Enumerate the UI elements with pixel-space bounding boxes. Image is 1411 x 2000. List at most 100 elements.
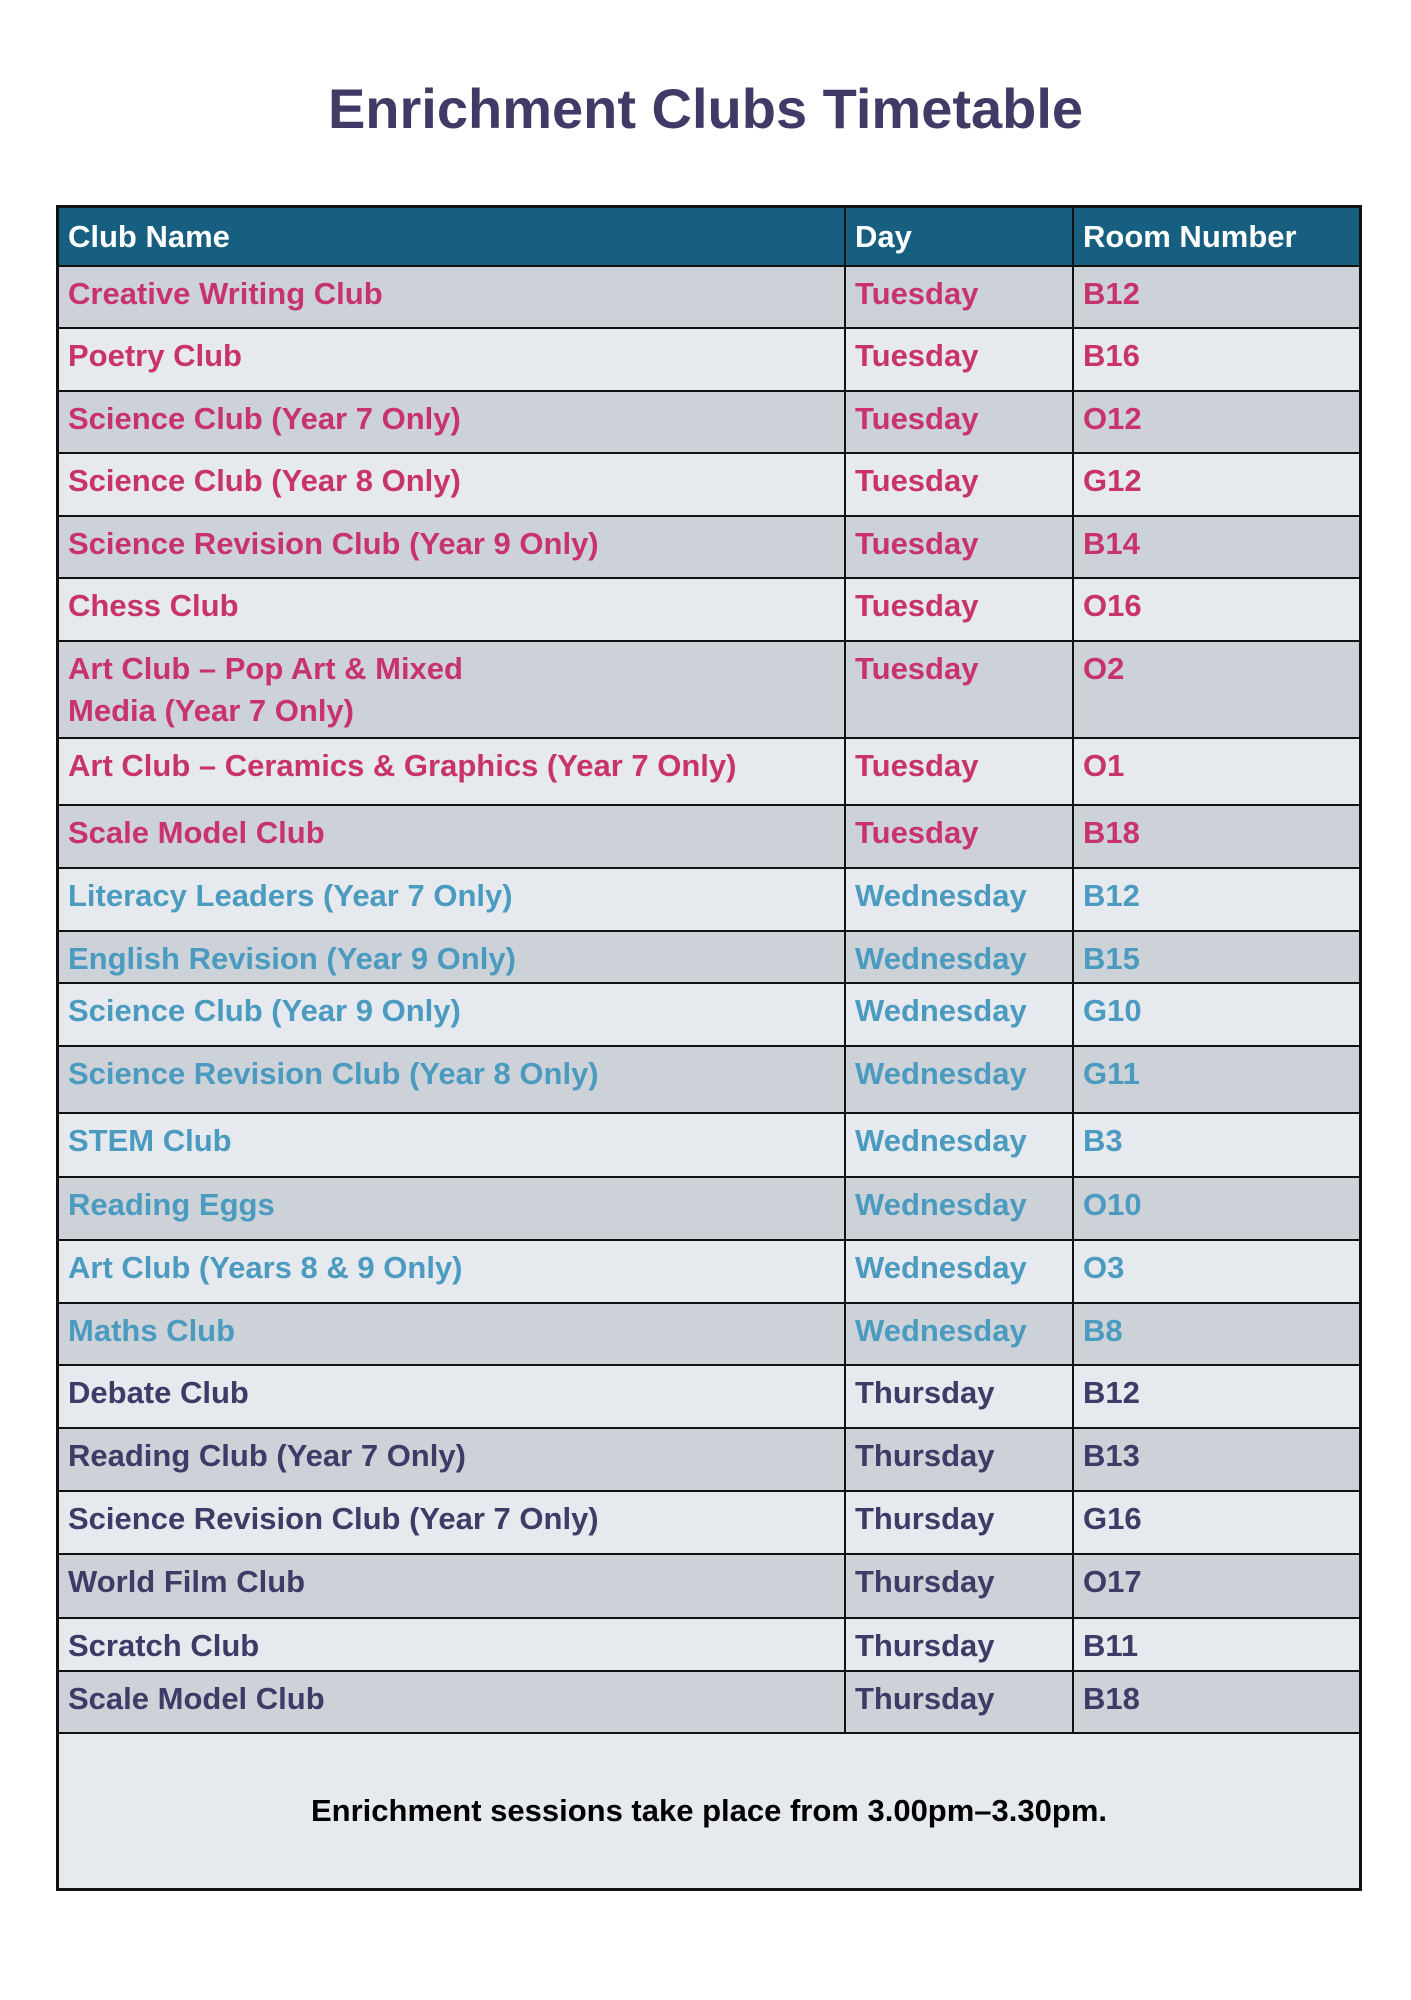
club-name-cell: STEM Club: [59, 1114, 846, 1176]
table-body: Creative Writing Club Tuesday B12 Poetry Cl…: [59, 267, 1359, 1734]
club-name-cell: Literacy Leaders (Year 7 Only): [59, 869, 846, 930]
day-cell: Tuesday: [846, 392, 1074, 452]
day-cell: Tuesday: [846, 267, 1074, 327]
header-day: Day: [846, 208, 1074, 265]
day-cell: Wednesday: [846, 932, 1074, 982]
table-row: World Film Club Thursday O17: [59, 1555, 1359, 1619]
table-row: Reading Eggs Wednesday O10: [59, 1178, 1359, 1241]
table-row: STEM Club Wednesday B3: [59, 1114, 1359, 1178]
day-cell: Wednesday: [846, 1178, 1074, 1239]
table-row: Literacy Leaders (Year 7 Only) Wednesday B…: [59, 869, 1359, 932]
room-number-cell: O1: [1083, 748, 1125, 783]
table-header: Club Name Day Room Number: [59, 208, 1359, 267]
day-cell: Tuesday: [846, 642, 1074, 737]
day-cell: Thursday: [846, 1672, 1074, 1732]
room-number-cell: B3: [1083, 1123, 1123, 1158]
club-name-cell: Science Revision Club (Year 7 Only): [59, 1492, 846, 1553]
club-name-cell: World Film Club: [59, 1555, 846, 1617]
table-row: Science Revision Club (Year 9 Only) Tuesd…: [59, 517, 1359, 579]
room-number-cell: G12: [1083, 463, 1142, 498]
header-room-number: Room Number: [1083, 219, 1297, 254]
table-row: Science Club (Year 8 Only) Tuesday G12: [59, 454, 1359, 517]
page-title: Enrichment Clubs Timetable: [327, 77, 1084, 140]
room-number-cell: B14: [1083, 526, 1140, 561]
room-number-cell: O16: [1083, 588, 1142, 623]
club-name-cell: Art Club – Ceramics & Graphics (Year 7 O…: [59, 739, 846, 804]
day-cell: Wednesday: [846, 1114, 1074, 1176]
room-number-cell: B8: [1083, 1313, 1123, 1348]
table-row: Science Club (Year 7 Only) Tuesday O12: [59, 392, 1359, 454]
day-cell: Wednesday: [846, 1047, 1074, 1112]
day-cell: Wednesday: [846, 984, 1074, 1045]
table-row: Poetry Club Tuesday B16: [59, 329, 1359, 392]
room-number-cell: O17: [1083, 1564, 1142, 1599]
day-cell: Wednesday: [846, 1304, 1074, 1364]
club-name-cell: Scratch Club: [59, 1619, 846, 1670]
day-cell: Tuesday: [846, 454, 1074, 515]
table-row: Reading Club (Year 7 Only) Thursday B13: [59, 1429, 1359, 1492]
day-cell: Tuesday: [846, 579, 1074, 640]
club-name-cell: Science Club (Year 8 Only): [59, 454, 846, 515]
room-number-cell: B16: [1083, 338, 1140, 373]
club-name-cell: English Revision (Year 9 Only): [59, 932, 846, 982]
table-row: Science Revision Club (Year 8 Only) Wedne…: [59, 1047, 1359, 1114]
room-number-cell: B18: [1083, 1681, 1140, 1716]
room-number-cell: B13: [1083, 1438, 1140, 1473]
day-cell: Thursday: [846, 1555, 1074, 1617]
day-cell: Thursday: [846, 1619, 1074, 1670]
room-number-cell: B18: [1083, 815, 1140, 850]
day-cell: Tuesday: [846, 329, 1074, 390]
day-cell: Wednesday: [846, 869, 1074, 930]
table-row: Science Club (Year 9 Only) Wednesday G10: [59, 984, 1359, 1047]
club-name-cell: Poetry Club: [59, 329, 846, 390]
room-number-cell: B15: [1083, 941, 1140, 976]
club-name-cell: Art Club – Pop Art & Mixed Media (Year 7…: [59, 642, 846, 737]
room-number-cell: O12: [1083, 401, 1142, 436]
day-cell: Wednesday: [846, 1241, 1074, 1302]
club-name-cell: Debate Club: [59, 1366, 846, 1427]
day-cell: Thursday: [846, 1366, 1074, 1427]
room-number-cell: G11: [1083, 1056, 1140, 1091]
sessions-note: Enrichment sessions take place from 3.00…: [59, 1734, 1359, 1888]
timetable: Club Name Day Room Number Creative Writi…: [56, 205, 1362, 1891]
room-number-cell: B11: [1083, 1628, 1139, 1663]
table-row: Science Revision Club (Year 7 Only) Thurs…: [59, 1492, 1359, 1555]
table-row: Scratch Club Thursday B11: [59, 1619, 1359, 1672]
day-cell: Tuesday: [846, 739, 1074, 804]
room-number-cell: G10: [1083, 993, 1142, 1028]
club-name-cell: Creative Writing Club: [59, 267, 846, 327]
room-number-cell: O2: [1083, 651, 1125, 686]
club-name-cell: Scale Model Club: [59, 806, 846, 867]
table-row: Art Club – Ceramics & Graphics (Year 7 O…: [59, 739, 1359, 806]
club-name-cell: Science Club (Year 9 Only): [59, 984, 846, 1045]
room-number-cell: B12: [1083, 276, 1140, 311]
club-name-cell: Science Revision Club (Year 8 Only): [59, 1047, 846, 1112]
club-name-cell: Reading Club (Year 7 Only): [59, 1429, 846, 1490]
club-name-cell: Reading Eggs: [59, 1178, 846, 1239]
table-row: Scale Model Club Thursday B18: [59, 1672, 1359, 1734]
table-row: Chess Club Tuesday O16: [59, 579, 1359, 642]
room-number-cell: B12: [1083, 878, 1140, 913]
club-name-cell: Science Revision Club (Year 9 Only): [59, 517, 846, 577]
table-row: Debate Club Thursday B12: [59, 1366, 1359, 1429]
table-row: Scale Model Club Tuesday B18: [59, 806, 1359, 869]
day-cell: Tuesday: [846, 806, 1074, 867]
table-row: Creative Writing Club Tuesday B12: [59, 267, 1359, 329]
club-name-cell: Scale Model Club: [59, 1672, 846, 1732]
table-row: English Revision (Year 9 Only) Wednesday B…: [59, 932, 1359, 984]
club-name-cell: Chess Club: [59, 579, 846, 640]
table-row: Art Club (Years 8 & 9 Only) Wednesday O3: [59, 1241, 1359, 1304]
day-cell: Thursday: [846, 1492, 1074, 1553]
club-name-cell: Art Club (Years 8 & 9 Only): [59, 1241, 846, 1302]
table-row: Art Club – Pop Art & Mixed Media (Year 7…: [59, 642, 1359, 739]
club-name-cell: Maths Club: [59, 1304, 846, 1364]
room-number-cell: B12: [1083, 1375, 1140, 1410]
room-number-cell: O10: [1083, 1187, 1142, 1222]
day-cell: Thursday: [846, 1429, 1074, 1490]
header-club-name: Club Name: [59, 208, 846, 265]
room-number-cell: G16: [1083, 1501, 1142, 1536]
day-cell: Tuesday: [846, 517, 1074, 577]
table-row: Maths Club Wednesday B8: [59, 1304, 1359, 1366]
club-name-cell: Science Club (Year 7 Only): [59, 392, 846, 452]
room-number-cell: O3: [1083, 1250, 1125, 1285]
